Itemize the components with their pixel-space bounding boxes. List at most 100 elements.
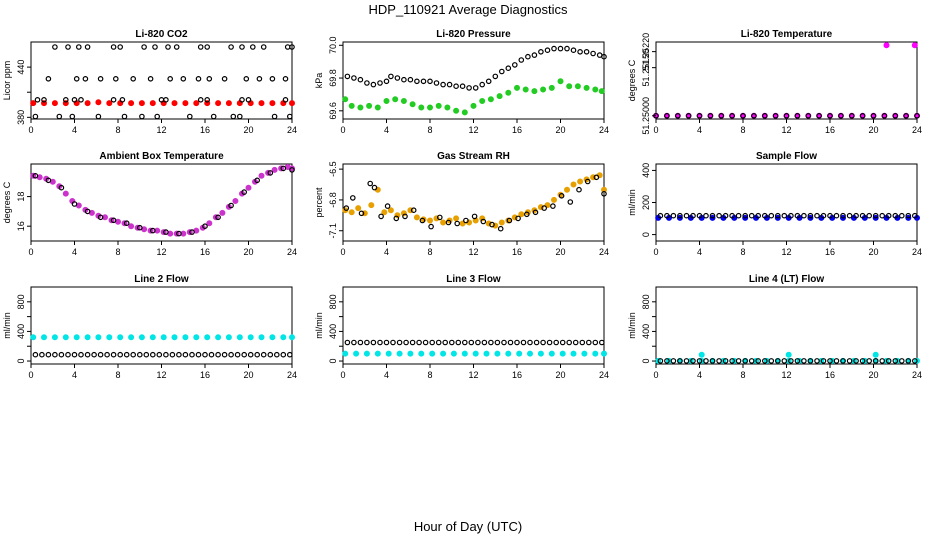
y-tick-label: 800 [16,294,26,309]
data-point [914,113,920,119]
data-point [505,65,512,72]
data-point [237,113,243,120]
data-point [189,351,195,358]
x-tick-label: 4 [72,370,77,380]
x-tick-label: 20 [243,125,253,135]
data-point [258,100,265,107]
data-point [269,334,276,341]
data-point [228,202,234,209]
data-point [97,76,104,82]
data-point [357,104,364,111]
data-point [106,100,113,107]
data-point [195,76,202,82]
data-point [453,83,459,90]
data-point [348,209,355,216]
data-point [221,76,228,82]
data-point [387,207,394,214]
data-point [256,76,263,82]
data-point [221,351,228,358]
data-point [735,212,742,219]
data-point [538,48,544,55]
x-tick-label: 24 [912,370,922,380]
data-point [455,339,462,346]
data-point [518,211,525,218]
x-tick-label: 20 [555,247,565,257]
data-point [670,358,677,364]
data-point [585,339,592,346]
data-point [453,215,460,222]
data-point [683,358,690,364]
data-point [429,339,436,346]
data-point [407,76,414,83]
panel-title: Line 3 Flow [446,274,501,285]
series-1 [653,113,920,119]
data-point [761,358,768,364]
data-point [453,107,460,114]
x-tick-label: 24 [912,247,922,257]
data-point [440,350,447,357]
y-axis-label: degrees C [627,59,637,101]
data-point [885,358,892,364]
y-tick-label: 0 [641,359,651,364]
data-point [440,219,447,226]
data-point [501,339,507,346]
data-point [418,350,425,357]
x-tick-label: 4 [697,125,702,135]
x-tick-label: 8 [427,125,432,135]
data-point [97,214,104,221]
x-tick-label: 8 [740,370,745,380]
series-1 [344,45,607,91]
data-point [442,339,449,346]
x-tick-label: 12 [156,125,166,135]
data-point [197,44,204,50]
data-point [601,186,608,193]
data-point [106,334,113,341]
data-point [576,186,582,193]
data-point [461,339,468,346]
figure-title: HDP_110921 Average Diagnostics [369,2,568,17]
data-point [872,351,879,358]
y-axis-label: Licor ppm [2,61,12,101]
data-point [735,358,742,364]
y-axis-label: ml/min [314,312,324,339]
data-point [515,215,521,222]
data-point [722,212,729,219]
data-point [584,178,591,185]
data-point [413,214,420,221]
data-point [409,339,416,346]
data-point [267,170,274,176]
data-point [690,212,696,219]
data-point [483,350,490,357]
data-point [110,44,117,50]
data-point [71,201,78,207]
data-point [154,113,161,120]
data-point [206,76,213,82]
data-point [506,217,513,224]
series-0 [342,78,605,116]
y-tick-label: 200 [641,195,651,210]
data-point [349,195,356,201]
data-point [82,76,89,82]
data-point [167,76,174,82]
x-tick-label: 20 [555,370,565,380]
data-point [113,76,119,82]
data-point [470,102,477,109]
panel-title: Li-820 CO2 [135,29,188,40]
y-tick-label: 400 [16,324,26,339]
data-point [881,113,888,119]
y-tick-label: 380 [16,110,26,125]
data-point [260,351,267,358]
data-point [84,208,91,215]
data-point [707,113,714,119]
data-point [78,97,84,103]
data-point [670,212,677,219]
data-point [271,166,278,173]
data-point [866,212,873,219]
data-point [677,358,683,364]
data-point [139,113,145,120]
data-point [570,350,577,357]
x-tick-label: 16 [512,370,522,380]
x-tick-label: 0 [340,125,345,135]
y-axis-label: ml/min [627,189,637,216]
y-tick-label: 400 [328,324,338,339]
